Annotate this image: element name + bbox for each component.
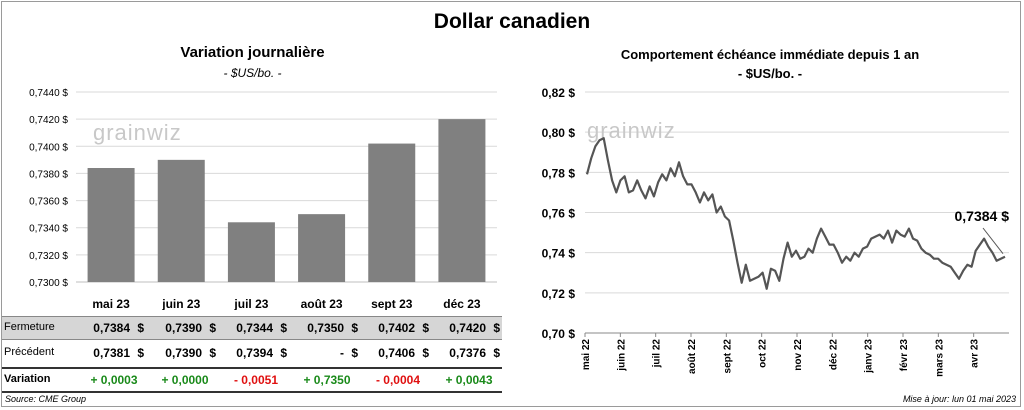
y-tick-label: 0,82 $ [542,86,576,100]
precedent-label: Précédent [4,346,55,358]
x-tick-label: mai 22 [581,339,592,371]
source-note: Source: CME Group [5,394,87,404]
bar [157,159,205,282]
y-tick-label: 0,78 $ [542,166,576,180]
variation-cell: + 0,0003 [90,373,138,387]
y-tick-label: 0,74 $ [542,247,576,261]
bar [87,168,135,282]
x-tick-label: janv 23 [864,339,875,374]
x-tick-label: déc 22 [828,339,839,371]
page-title: Dollar canadien [433,10,591,33]
x-category-label: sept 23 [371,297,413,310]
x-category-label: août 23 [301,297,343,310]
y-tick-label: 0,7420 $ [29,115,68,126]
y-tick-label: 0,7380 $ [29,169,68,180]
y-tick-label: 0,7300 $ [29,278,68,289]
variation-cell: + 0,0043 [445,373,493,387]
watermark-logo: grainwiz [93,120,182,145]
x-tick-label: août 22 [687,339,698,374]
bar [298,214,346,282]
y-tick-label: 0,7360 $ [29,197,68,208]
x-tick-label: juin 22 [616,339,627,372]
x-tick-label: juil 22 [652,339,663,369]
x-category-label: juin 23 [161,297,200,310]
x-category-label: mai 23 [92,297,130,310]
x-tick-label: févr 23 [899,339,910,372]
bar [438,119,486,282]
variation-cell: + 0,0000 [161,373,209,387]
variation-cell: - 0,0051 [233,373,279,387]
update-note: Mise à jour: lun 01 mai 2023 [902,394,1016,404]
y-tick-label: 0,70 $ [542,327,576,341]
x-tick-label: nov 22 [793,339,804,371]
line-chart-title: Comportement échéance immédiate depuis 1… [620,47,920,62]
variation-label: Variation [4,373,51,385]
x-category-label: juil 23 [233,297,268,310]
x-tick-label: mars 23 [934,339,945,377]
fermeture-label: Fermeture [4,321,55,333]
bar-chart-subtitle: - $US/bo. - [223,66,282,80]
precedent-row: Précédent 0,7381 $ 0,7390 $ 0,7394 $ - $ 0,7… [4,346,500,360]
line-chart-subtitle: - $US/bo. - [737,66,803,81]
variation-cell: - 0,0004 [375,373,421,387]
y-tick-label: 0,80 $ [542,126,576,140]
series-line [585,137,1006,290]
fermeture-row: Fermeture 0,7384 $ 0,7390 $ 0,7344 $ 0,7350… [2,316,502,340]
last-value-leader [982,227,1004,254]
y-tick-label: 0,7340 $ [29,224,68,235]
bar-chart-title: Variation journalière [180,44,325,61]
x-category-label: déc 23 [443,297,481,310]
y-tick-label: 0,72 $ [542,287,576,301]
last-value-label: 0,7384 $ [955,208,1010,224]
y-tick-label: 0,7320 $ [29,251,68,262]
x-tick-label: sept 22 [722,339,733,374]
x-tick-label: avr 23 [970,339,981,368]
y-tick-label: 0,7400 $ [29,142,68,153]
variation-row: Variation + 0,0003 + 0,0000 - 0,0051 + 0… [2,367,502,393]
variation-cell: + 0,7350 [303,373,351,387]
bar-chart: 0,7300 $ 0,7320 $ 0,7340 $ 0,7360 $ 0,7380 $… [29,88,497,310]
line-chart: 0,70 $ 0,72 $ 0,74 $ 0,76 $ 0,78 $ 0,80 $ 0,82… [542,86,1010,377]
y-tick-label: 0,7440 $ [29,88,68,99]
x-tick-label: oct 22 [758,339,769,368]
bar [368,143,416,282]
y-tick-label: 0,76 $ [542,207,576,221]
bar [227,222,275,282]
